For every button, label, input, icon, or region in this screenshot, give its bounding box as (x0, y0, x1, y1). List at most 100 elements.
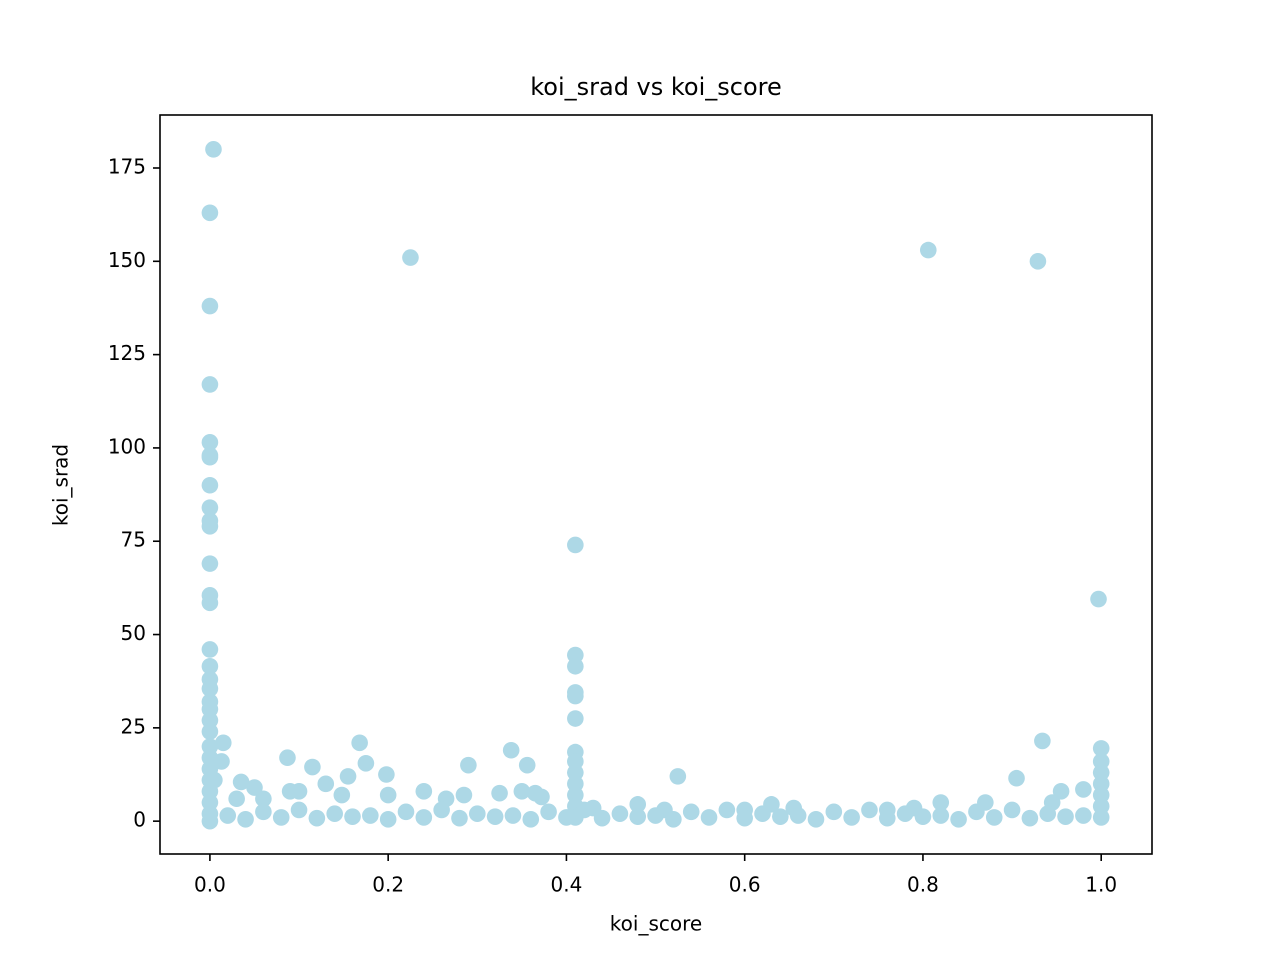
point (272, 809, 290, 826)
point (540, 803, 557, 821)
point (415, 782, 433, 800)
y-tick-label: 150 (108, 248, 146, 272)
point (1008, 769, 1025, 787)
point (491, 784, 508, 802)
point (567, 710, 584, 727)
point (665, 810, 682, 828)
x-tick-label: 0.2 (372, 873, 404, 897)
point (558, 809, 575, 826)
point (700, 809, 718, 826)
x-tick-label: 0.4 (551, 873, 583, 897)
point (513, 782, 531, 800)
point (1075, 781, 1092, 798)
point (339, 768, 357, 785)
point (1034, 732, 1051, 750)
point (1075, 807, 1092, 824)
point (567, 687, 584, 705)
plot-frame (159, 114, 1153, 855)
point (246, 779, 263, 796)
point (919, 241, 937, 259)
point (932, 807, 950, 824)
y-tick-label: 125 (108, 341, 146, 365)
point (237, 810, 254, 828)
point (201, 680, 219, 697)
point (1057, 808, 1074, 825)
point (718, 801, 736, 819)
point (402, 249, 419, 266)
point (985, 809, 1003, 826)
point (304, 758, 321, 776)
point (669, 768, 687, 785)
point (255, 803, 272, 821)
y-tick-label: 0 (133, 808, 146, 832)
point (201, 812, 219, 830)
point (255, 790, 272, 808)
point (433, 801, 450, 819)
point (455, 786, 473, 804)
point (326, 805, 343, 822)
point (279, 749, 296, 767)
point (201, 641, 219, 658)
point (201, 555, 219, 572)
point (379, 810, 397, 828)
point (968, 803, 985, 821)
point (362, 807, 379, 824)
point (861, 801, 878, 819)
point (1003, 801, 1021, 819)
point (379, 786, 397, 804)
point (201, 204, 219, 222)
y-tick-label: 100 (108, 434, 146, 458)
y-tick-label: 50 (121, 621, 146, 645)
point (914, 808, 932, 825)
point (754, 805, 771, 822)
point (567, 536, 584, 554)
point (451, 809, 468, 827)
point (228, 790, 245, 808)
point (502, 741, 520, 759)
point (567, 657, 584, 675)
point (201, 297, 219, 315)
point (1039, 805, 1057, 822)
point (232, 773, 250, 791)
x-tick-label: 0.6 (729, 873, 761, 897)
point (201, 594, 219, 612)
point (201, 448, 219, 466)
point (629, 808, 647, 825)
point (736, 809, 753, 827)
x-axis-label: koi_score (610, 912, 702, 936)
point (351, 734, 368, 752)
point (344, 808, 361, 825)
point (201, 657, 219, 675)
point (214, 734, 232, 752)
point (290, 782, 308, 800)
point (629, 796, 647, 813)
x-tick-label: 1.0 (1085, 873, 1117, 897)
point (333, 786, 351, 804)
point (611, 805, 629, 822)
point (878, 809, 896, 827)
point (415, 809, 433, 826)
point (807, 810, 825, 828)
point (357, 755, 375, 772)
y-axis-label: koi_srad (49, 444, 73, 526)
chart-title: koi_srad vs koi_score (530, 73, 782, 101)
x-tick-label: 0.8 (907, 873, 939, 897)
point (201, 723, 219, 740)
point (533, 788, 550, 806)
point (206, 771, 223, 789)
point (518, 756, 536, 774)
point (1092, 740, 1110, 757)
y-tick-label: 25 (121, 714, 146, 738)
point (593, 809, 611, 827)
point (201, 476, 219, 494)
point (896, 805, 914, 822)
point (201, 518, 219, 535)
point (1092, 809, 1110, 826)
point (647, 807, 664, 824)
point (504, 807, 522, 824)
point (201, 376, 219, 393)
point (932, 794, 950, 811)
point (219, 807, 237, 824)
point (213, 753, 230, 770)
point (575, 801, 593, 819)
